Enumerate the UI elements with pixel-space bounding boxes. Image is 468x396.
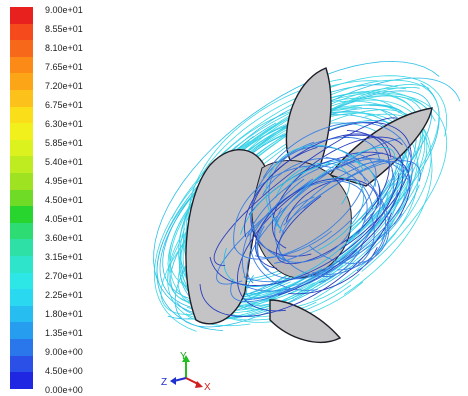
streamline bbox=[244, 169, 395, 300]
colorbar-swatch bbox=[10, 90, 33, 108]
z-axis-label: Z bbox=[161, 377, 167, 388]
x-axis-label: X bbox=[204, 382, 211, 393]
streamline bbox=[361, 93, 448, 272]
streamline bbox=[271, 136, 403, 249]
colorbar-tick-label: 1.80e+01 bbox=[45, 309, 83, 319]
streamline bbox=[254, 178, 342, 269]
colorbar-swatch bbox=[10, 23, 33, 41]
propeller-blade bbox=[269, 299, 342, 344]
streamline bbox=[289, 90, 432, 186]
colorbar-tick-label: 7.65e+01 bbox=[45, 62, 83, 72]
colorbar-tick-label: 4.50e+00 bbox=[45, 366, 83, 376]
streamline bbox=[312, 213, 375, 275]
streamline bbox=[192, 80, 381, 191]
streamline bbox=[313, 126, 432, 300]
x-axis-arrowhead bbox=[195, 381, 203, 388]
streamline bbox=[246, 99, 428, 313]
colorbar-swatch bbox=[10, 156, 33, 174]
colorbar-swatch bbox=[10, 40, 33, 58]
colorbar-tick-label: 3.15e+01 bbox=[45, 252, 83, 262]
colorbar-swatch bbox=[10, 139, 33, 157]
y-axis-label: Y bbox=[180, 351, 187, 362]
streamline bbox=[167, 79, 440, 272]
colorbar-swatch bbox=[10, 206, 33, 224]
colorbar-swatch bbox=[10, 305, 33, 323]
streamline bbox=[288, 247, 378, 295]
streamline bbox=[244, 133, 392, 238]
streamline bbox=[199, 212, 392, 317]
streamline bbox=[213, 117, 398, 266]
streamline bbox=[317, 177, 365, 251]
colorbar-swatch bbox=[10, 289, 33, 307]
y-axis-arrowhead bbox=[182, 355, 190, 362]
streamline bbox=[246, 268, 323, 299]
streamline bbox=[274, 153, 377, 264]
streamline bbox=[277, 134, 404, 296]
streamline bbox=[254, 230, 332, 258]
colorbar-swatch bbox=[10, 339, 33, 357]
colorbar-tick-label: 2.25e+01 bbox=[45, 290, 83, 300]
axis-triad: Y Z X bbox=[161, 351, 211, 393]
streamline bbox=[278, 159, 385, 263]
streamline bbox=[221, 122, 403, 252]
colorbar-tick-label: 4.05e+01 bbox=[45, 214, 83, 224]
streamline bbox=[272, 228, 352, 263]
streamline bbox=[233, 183, 365, 260]
z-axis-arrowhead bbox=[170, 377, 176, 385]
streamline bbox=[209, 173, 400, 286]
colorbar-swatch bbox=[10, 189, 33, 207]
streamline bbox=[250, 141, 315, 262]
streamline bbox=[356, 223, 388, 272]
colorbar-swatch bbox=[10, 272, 33, 290]
colorbar-tick-label: 6.30e+01 bbox=[45, 119, 83, 129]
colorbar-tick-label: 6.75e+01 bbox=[45, 100, 83, 110]
streamline bbox=[318, 240, 364, 284]
colorbar-tick-label: 8.10e+01 bbox=[45, 43, 83, 53]
streamline bbox=[262, 122, 413, 223]
colorbar-tick-label: 9.00e+01 bbox=[45, 5, 83, 15]
colorbar-tick-label: 1.35e+01 bbox=[45, 328, 83, 338]
colorbar-tick-label: 9.00e+00 bbox=[45, 347, 83, 357]
streamline bbox=[283, 160, 421, 226]
colorbar-tick-label: 3.60e+01 bbox=[45, 233, 83, 243]
colorbar-swatch bbox=[10, 256, 33, 274]
colorbar-swatch bbox=[10, 73, 33, 91]
colorbar-swatch bbox=[10, 222, 33, 240]
colorbar-tick-label: 2.70e+01 bbox=[45, 271, 83, 281]
colorbar-tick-label: 5.40e+01 bbox=[45, 157, 83, 167]
streamline bbox=[256, 178, 305, 271]
colorbar-tick-label: 4.95e+01 bbox=[45, 176, 83, 186]
colorbar-swatch bbox=[10, 123, 33, 141]
streamline bbox=[223, 231, 357, 287]
colorbar-swatch bbox=[10, 106, 33, 124]
streamline bbox=[257, 225, 330, 280]
colorbar-tick-label: 0.00e+00 bbox=[45, 385, 83, 395]
colorbar-swatch bbox=[10, 355, 33, 373]
streamline bbox=[275, 162, 350, 205]
colorbar-swatch bbox=[10, 56, 33, 74]
colorbar-swatch bbox=[10, 322, 33, 340]
streamline bbox=[240, 163, 331, 235]
colorbar-swatch bbox=[10, 173, 33, 191]
streamline bbox=[233, 165, 374, 249]
streamline bbox=[262, 157, 366, 196]
colorbar-tick-label: 7.20e+01 bbox=[45, 81, 83, 91]
streamline bbox=[275, 195, 348, 265]
colorbar-swatch bbox=[10, 7, 33, 25]
streamline bbox=[316, 160, 410, 279]
colorbar-tick-label: 8.55e+01 bbox=[45, 24, 83, 34]
streamline bbox=[249, 221, 318, 291]
color-legend: 9.00e+01 8.55e+01 8.10e+01 7.65e+01 7.20e+01… bbox=[10, 5, 160, 395]
streamline bbox=[273, 168, 332, 230]
colorbar-tick-label: 5.85e+01 bbox=[45, 138, 83, 148]
streamline bbox=[153, 60, 440, 318]
streamline bbox=[230, 278, 293, 303]
streamline bbox=[345, 151, 411, 225]
colorbar-swatch bbox=[10, 372, 33, 390]
colorbar-tick-label: 4.50e+01 bbox=[45, 195, 83, 205]
colorbar-swatch bbox=[10, 239, 33, 257]
inner-streamlines bbox=[199, 117, 421, 317]
